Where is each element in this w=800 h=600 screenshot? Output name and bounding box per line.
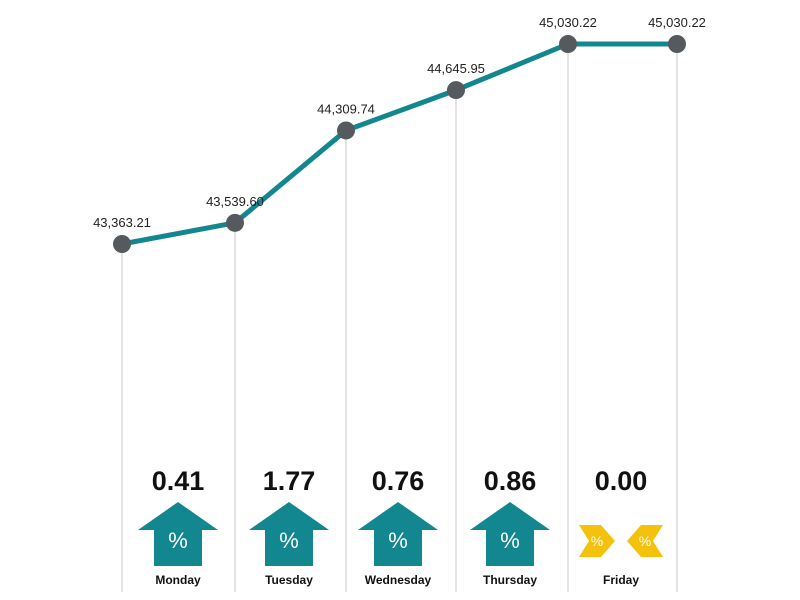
data-point-label: 45,030.22 [539,15,597,30]
day-label: Friday [603,573,639,587]
index-series-line [119,41,680,247]
data-point-marker [113,235,131,253]
data-point-marker [226,213,244,232]
up-arrow-icon: % [358,502,438,566]
percent-glyph: % [639,533,651,549]
percent-change-value: 1.77 [263,466,316,496]
percent-glyph: % [591,533,603,549]
percent-change-value: 0.00 [595,466,648,496]
percent-change-value: 0.76 [372,466,425,496]
data-point-marker [337,121,355,140]
data-point-marker [447,81,465,100]
daily-change-panel: 0.41% Monday 1.77% Tuesday 0.76% Wednesday 0.8… [138,466,663,587]
percent-change-value: 0.41 [152,466,205,496]
day-gridlines [121,44,678,592]
point-value-labels: 43,363.21 43,539.60 44,309.74 44,645.95 45,0… [93,15,706,230]
day-label: Tuesday [265,573,313,587]
percent-glyph: % [279,528,299,553]
data-point-marker [559,35,577,53]
day-label: Monday [155,573,201,587]
unchanged-arrows-icon: %% [579,525,663,557]
point-markers [113,35,686,253]
data-point-label: 45,030.22 [648,15,706,30]
percent-change-value: 0.86 [484,466,537,496]
data-point-label: 43,363.21 [93,215,151,230]
data-point-marker [668,35,686,53]
percent-glyph: % [168,528,188,553]
data-point-label: 44,645.95 [427,61,485,76]
percent-glyph: % [388,528,408,553]
data-point-label: 43,539.60 [206,194,264,209]
up-arrow-icon: % [138,502,218,566]
up-arrow-icon: % [249,502,329,566]
day-label: Thursday [483,573,537,587]
day-label: Wednesday [365,573,432,587]
percent-glyph: % [500,528,520,553]
data-point-label: 44,309.74 [317,101,375,116]
up-arrow-icon: % [470,502,550,566]
